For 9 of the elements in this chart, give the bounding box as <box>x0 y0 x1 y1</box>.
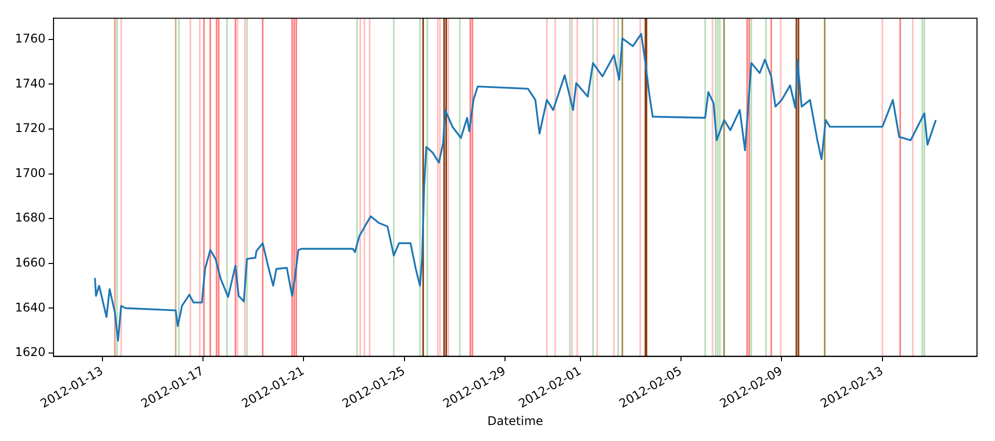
y-tick-label: 1720 <box>14 121 46 136</box>
y-tick-label: 1760 <box>14 32 46 46</box>
y-tick-label: 1740 <box>14 76 46 90</box>
y-tick-label: 1680 <box>14 210 46 225</box>
y-tick-label: 1700 <box>14 166 46 180</box>
y-tick-label: 1640 <box>14 300 46 314</box>
x-axis-title: Datetime <box>487 414 544 428</box>
y-tick-label: 1620 <box>14 345 46 360</box>
y-tick-label: 1660 <box>14 255 46 270</box>
